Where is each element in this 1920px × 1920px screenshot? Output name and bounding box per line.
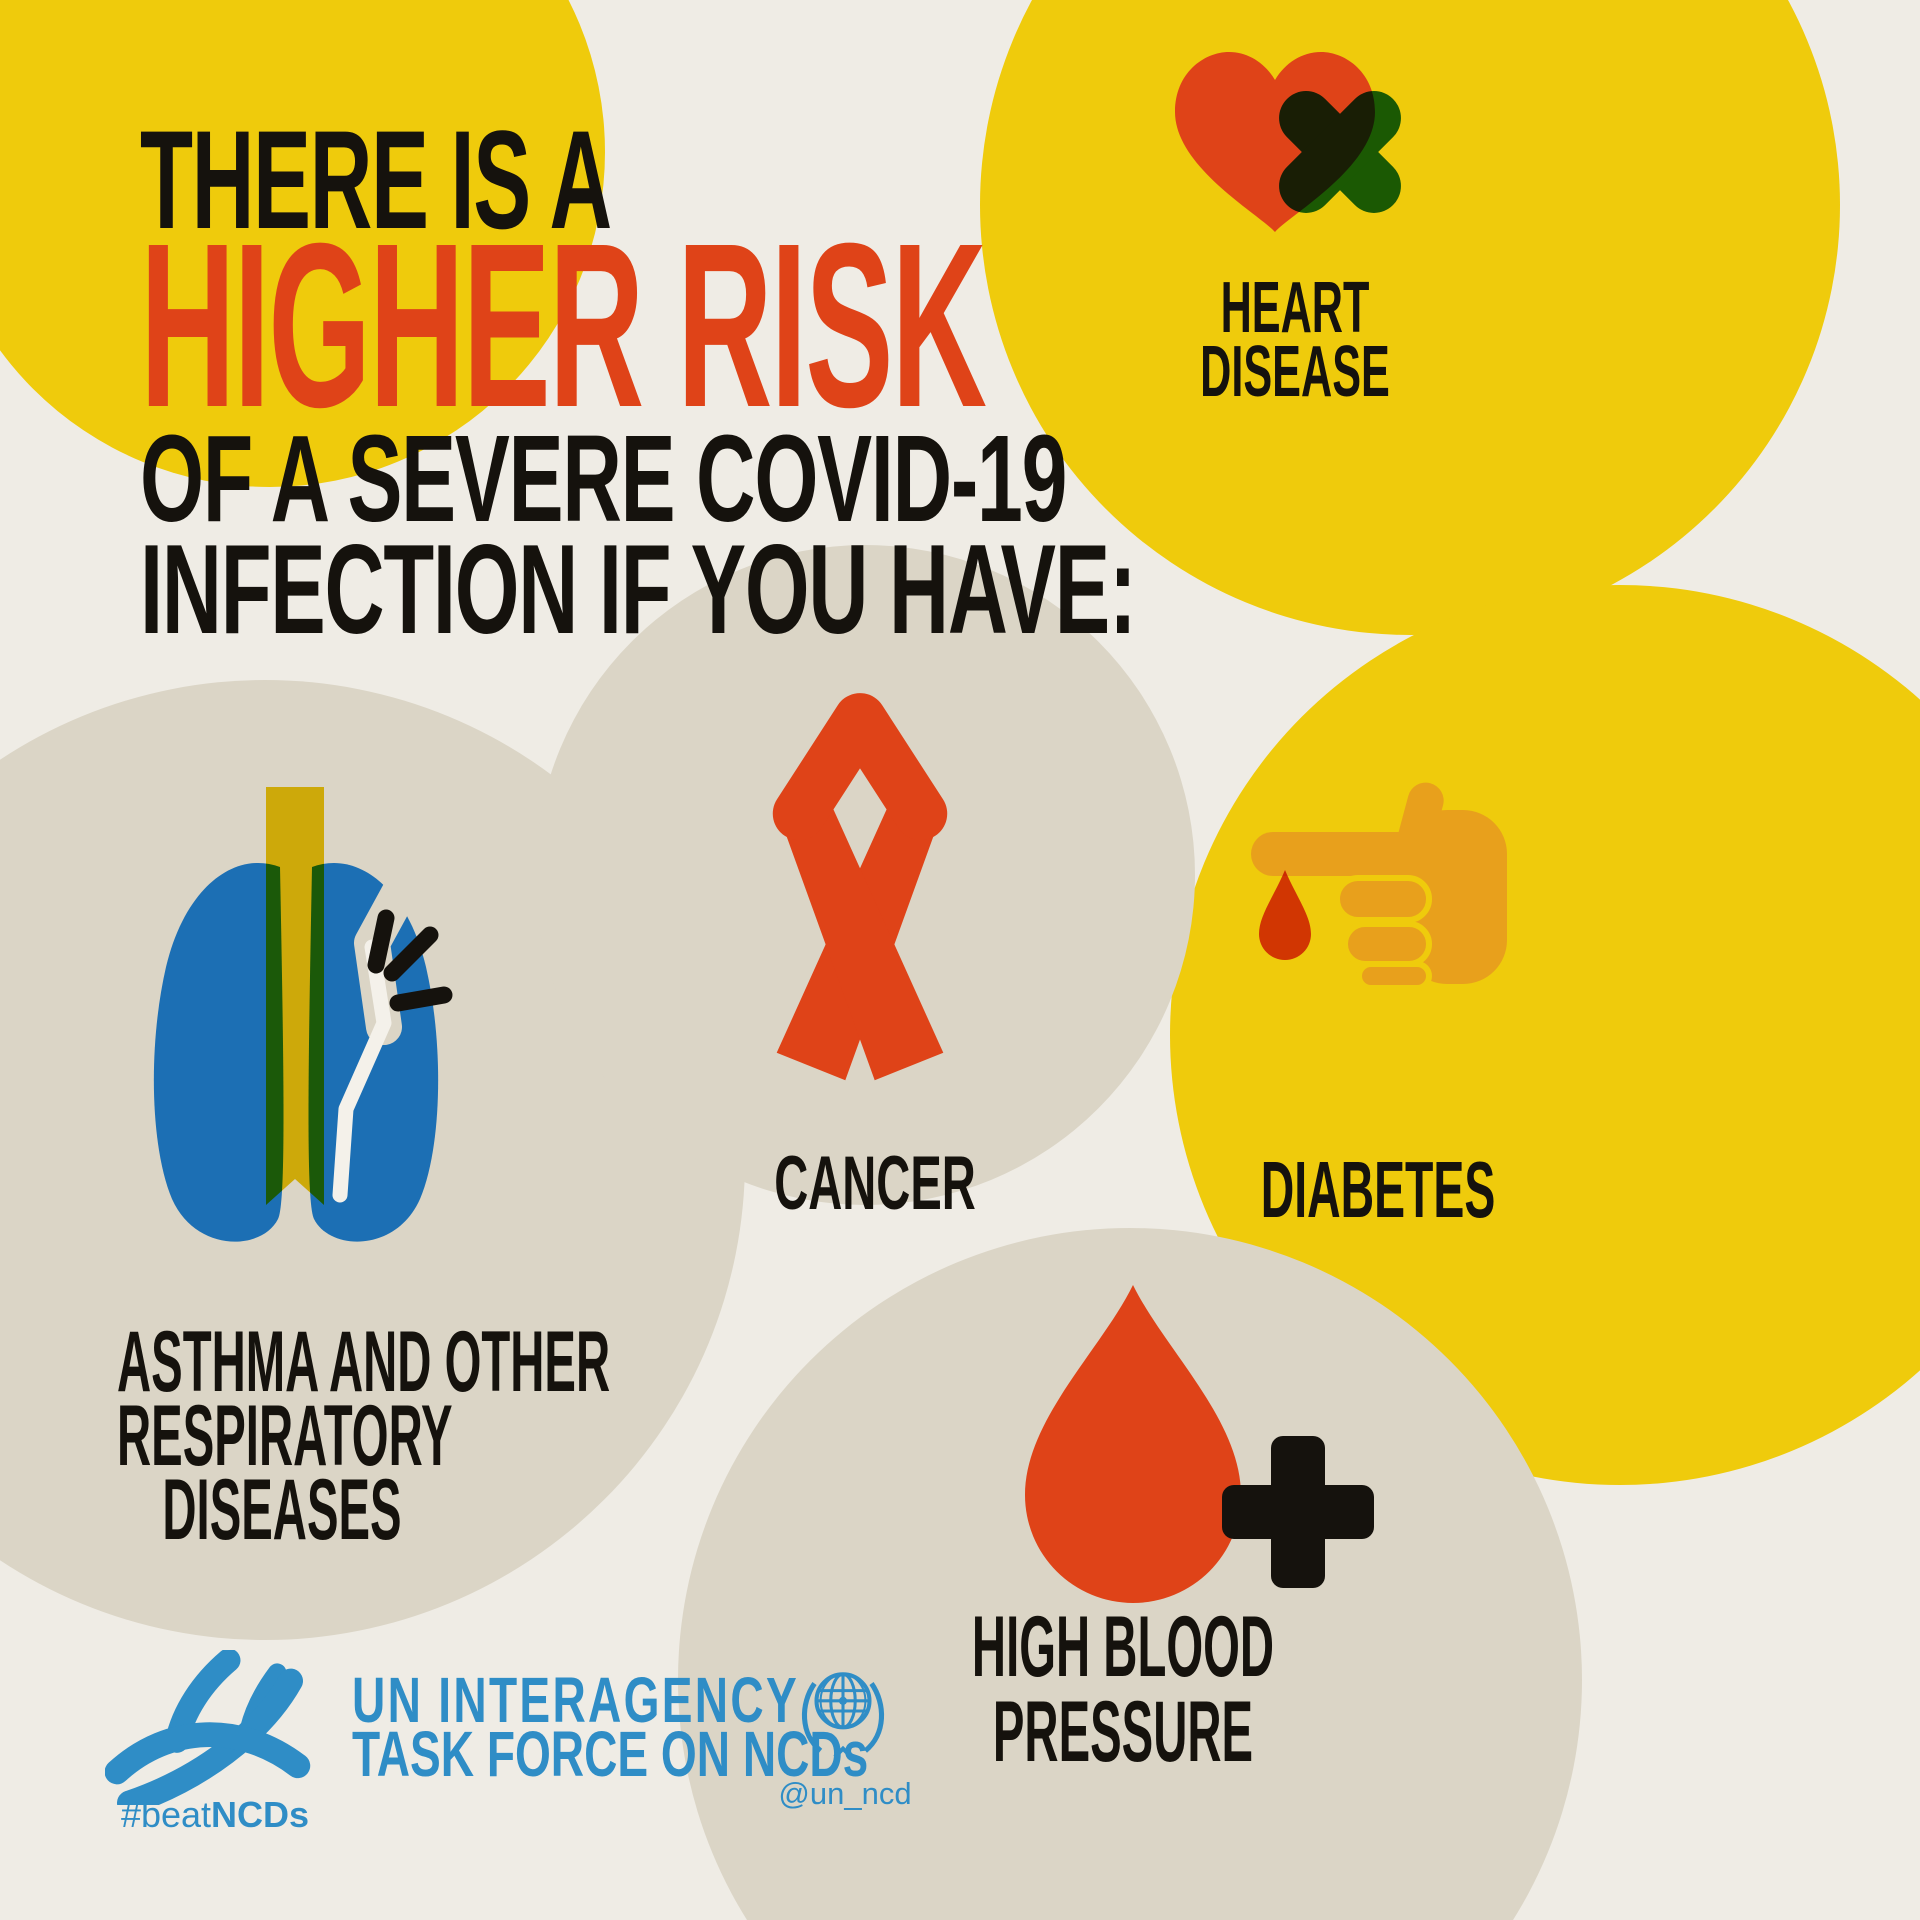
high-blood-pressure-label: HIGH BLOOD PRESSURE [971,1599,1275,1780]
awareness-ribbon-icon [772,693,948,1081]
lungs-icon [153,787,453,1242]
cancer-label: CANCER [774,1141,976,1226]
diabetes-label: DIABETES [1260,1145,1496,1234]
un-taskforce-line-2: TASK FORCE ON NCDs [352,1718,869,1790]
headline-line-1: THERE IS A [140,101,612,258]
beatncds-hashtag: #beatNCDs [120,1794,310,1835]
heart-bandage-icon [1175,52,1401,232]
un-taskforce-line-1: UN INTERAGENCY [352,1664,800,1736]
beatncds-logo-icon [105,1650,311,1805]
headline-line-4: INFECTION IF YOU HAVE: [140,518,1137,660]
blood-drop-cross-icon [1025,1285,1374,1603]
heart-disease-label: HEART DISEASE [1200,268,1390,412]
un-emblem-icon [802,1672,884,1759]
finger-blood-drop-icon [1251,782,1507,991]
un-ncd-handle: @un_ncd [778,1776,912,1811]
headline-line-3: OF A SEVERE COVID-19 [140,411,1067,548]
asthma-label: ASTHMA AND OTHER RESPIRATORY DISEASES [117,1314,611,1558]
headline-line-2: HIGHER RISK [140,194,987,456]
